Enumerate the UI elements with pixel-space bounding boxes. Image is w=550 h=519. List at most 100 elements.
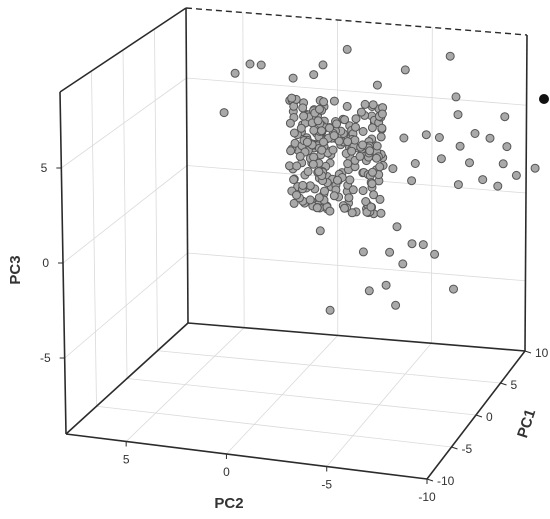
data-point [292,161,302,171]
data-point [449,284,458,294]
data-point [377,123,387,133]
data-point [302,137,312,147]
data-point [289,128,299,138]
data-point [351,114,361,124]
data-point [333,175,342,185]
data-point [421,130,431,140]
pc1-tick-label: 10 [535,346,549,360]
frame-edge [65,322,189,435]
data-point [320,186,329,196]
pc2-axis-title: PC2 [214,495,243,512]
data-point [368,100,378,110]
pc1-axis-title: PC1 [514,407,539,440]
pc1-tick-label: -10 [437,474,455,488]
data-point [342,44,352,54]
pc1-tick-mark [500,382,507,386]
data-point [340,115,350,125]
data-point [298,103,308,113]
data-point [407,176,417,186]
data-point [315,226,325,236]
data-point [434,133,444,142]
data-point [364,286,374,296]
frame-edge [185,7,189,324]
data-point [256,60,266,70]
pc1-tick-mark [475,414,483,418]
data-point [245,59,255,69]
data-point [453,110,463,120]
floor-gridline [157,350,501,384]
data-point [285,118,295,128]
frame-edge [59,7,187,93]
data-point [344,193,354,203]
data-point [399,133,409,143]
data-point [400,65,410,75]
back-wall-gridline [186,77,527,106]
back-wall-gridline [187,252,526,282]
data-point [329,191,339,201]
back-wall-gridline [186,165,527,194]
data-point [410,159,420,168]
pc2-tick-label: -5 [321,478,332,492]
data-point [292,190,301,200]
data-point [314,193,324,203]
data-point [230,68,240,78]
data-point [305,195,315,205]
pc2-tick-label: -10 [418,490,436,504]
outlier-point [539,94,549,104]
frame-edge-top [185,7,528,36]
data-point [358,186,368,196]
pc3-tick-label: 0 [42,256,49,270]
data-point [366,202,376,212]
data-point [325,123,334,133]
floor-gridline [126,378,477,416]
data-point [329,131,339,141]
data-point [369,190,379,200]
data-point [367,179,377,189]
data-point [340,203,349,213]
data-point [342,101,352,111]
data-point [372,153,381,163]
data-point [309,70,319,80]
data-point [356,107,366,117]
data-point [376,132,386,142]
pc3-tick-label: 5 [41,161,48,175]
data-point [328,145,338,155]
data-point [312,203,322,213]
frame-edge [524,34,528,352]
data-point [319,137,328,147]
data-point [308,159,318,169]
data-point [299,111,309,121]
data-point [500,112,510,122]
data-point [286,146,296,156]
data-point [372,141,382,151]
data-point [498,159,508,169]
data-point [329,96,339,106]
pc1-tick-label: 5 [511,378,518,392]
frame-edge [65,433,428,480]
data-point [288,73,298,83]
data-point [350,135,360,145]
data-point [318,60,328,70]
data-point [478,175,488,185]
pc3-tick-label: -5 [40,351,51,365]
data-point [445,51,455,61]
data-point [319,97,329,107]
data-point [502,142,512,152]
data-point [430,249,440,259]
side-wall-gridline [64,252,188,359]
data-point [315,104,324,114]
axis-ticks: 5 0 -5 5 0 -5 -10-10 -5 0 5 10 [40,161,549,504]
data-point [355,151,365,161]
data-point [219,108,229,118]
data-point [317,126,326,136]
data-point [345,175,355,185]
data-point [388,164,398,174]
data-point [351,122,360,132]
data-point [361,197,371,206]
data-point [317,145,327,155]
data-point [470,129,480,138]
data-point [407,239,417,249]
data-point [347,146,357,156]
data-point [365,146,375,156]
